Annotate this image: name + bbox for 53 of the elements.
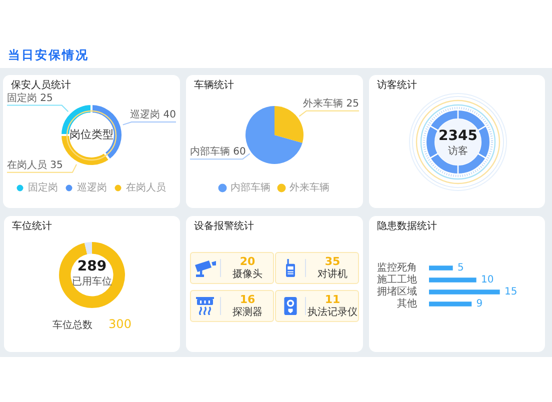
- data-label: 35: [324, 255, 342, 268]
- data-label: 5: [458, 262, 464, 274]
- chart-title: 保安人员统计: [11, 80, 71, 92]
- text: 当日安保情况: [8, 48, 89, 62]
- slice-label: 内部车辆: [190, 146, 230, 158]
- y-tick-label: 监控死角: [377, 262, 417, 274]
- data-label: 25: [346, 98, 360, 110]
- stat-card: 20 摄像头: [190, 252, 274, 284]
- text: 岗位类型: [70, 128, 114, 141]
- text: 设备报警统计: [194, 221, 254, 233]
- bar: [429, 302, 472, 306]
- legend-label: 外来车辆: [290, 182, 330, 194]
- data-label: 25: [40, 92, 53, 104]
- category-label: 对讲机: [316, 269, 348, 281]
- data-label: 35: [50, 160, 63, 172]
- stat-card: 11 执法记录仪: [275, 290, 359, 322]
- slice-label: 已用车位: [72, 276, 112, 288]
- chart-title: 车辆统计: [194, 80, 234, 92]
- chart-title: 车位统计: [12, 221, 52, 233]
- text: 300: [108, 317, 132, 331]
- text: 车位总数: [52, 320, 93, 331]
- data-label: 40: [163, 110, 176, 121]
- text: 2345: [438, 128, 478, 144]
- slice-label: 巡逻岗: [130, 108, 160, 121]
- legend-label: 巡逻岗: [77, 182, 107, 194]
- category-label: 探测器: [232, 307, 264, 319]
- legend-label: 在岗人员: [126, 182, 166, 194]
- slice-label: 固定岗: [7, 92, 37, 104]
- text: 访客: [447, 146, 469, 158]
- category-label: 摄像头: [232, 269, 264, 281]
- data-label: 16: [238, 293, 256, 306]
- data-label: 11: [324, 293, 342, 306]
- data-label: 15: [504, 286, 518, 298]
- y-tick-label: 施工工地: [377, 274, 417, 286]
- stat-card: 35 对讲机: [275, 252, 359, 284]
- category-label: 执法记录仪: [307, 307, 358, 319]
- bar: [429, 266, 453, 270]
- chart-title: 隐患数据统计: [377, 221, 437, 233]
- data-label: 20: [238, 255, 256, 268]
- stat-card: 16 探测器: [190, 290, 274, 322]
- slice-label: 外来车辆: [303, 97, 344, 110]
- bar: [429, 290, 500, 294]
- legend-label: 固定岗: [28, 182, 58, 194]
- data-label: 10: [481, 274, 494, 286]
- slice-label: 在岗人员: [7, 159, 47, 172]
- y-tick-label: 拥堵区域: [377, 286, 417, 298]
- legend-label: 内部车辆: [230, 182, 270, 194]
- data-label: 60: [233, 146, 246, 158]
- data-label: 9: [476, 298, 483, 310]
- data-label: 289: [77, 258, 107, 275]
- y-tick-label: 其他: [397, 298, 417, 310]
- bar: [429, 278, 476, 282]
- text: 访客统计: [377, 80, 417, 92]
